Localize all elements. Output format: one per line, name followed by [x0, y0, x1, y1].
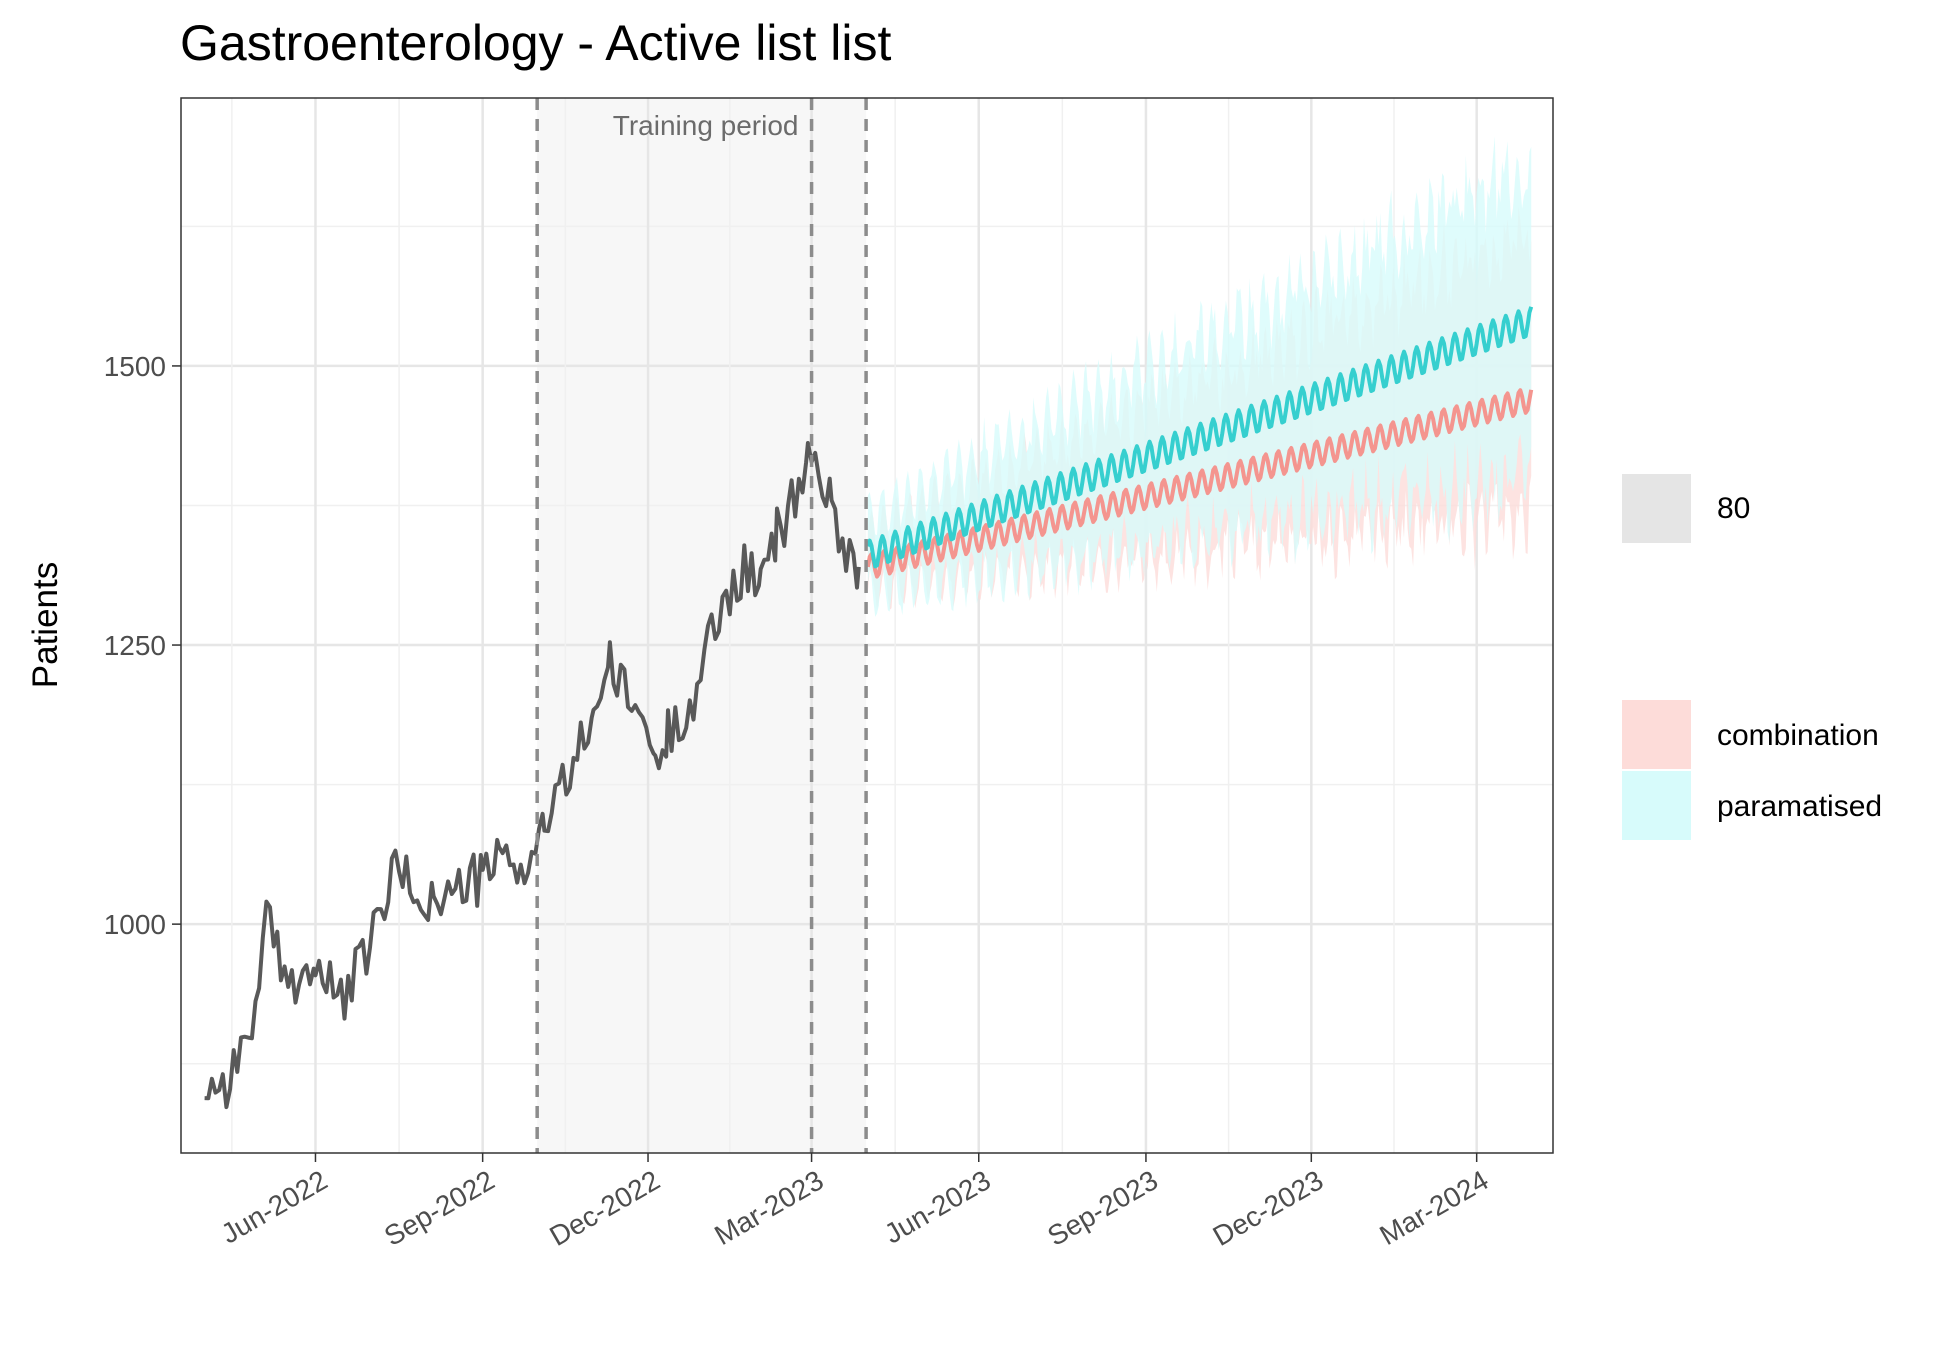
training-layer — [537, 98, 867, 1153]
grid-layer — [181, 98, 1553, 1153]
legend-key-interval — [1622, 474, 1691, 543]
plot-border — [180, 97, 1554, 1154]
legend-label-interval: 80 — [1717, 492, 1750, 525]
x-tick-label: Sep-2022 — [379, 1164, 500, 1252]
legend: 80 combination paramatised — [1622, 474, 1882, 840]
marker-layer — [535, 98, 868, 1153]
x-tick-label: Mar-2024 — [1374, 1164, 1493, 1251]
y-tick-label: 1250 — [104, 630, 166, 661]
x-tick-label: Sep-2023 — [1042, 1164, 1163, 1252]
forecast-line-paramatised — [865, 306, 1534, 569]
training-period-shade — [537, 98, 867, 1153]
x-tick-label: Dec-2023 — [1208, 1164, 1329, 1252]
annotation-layer: Training period — [613, 110, 799, 141]
y-axis-label: Patients — [26, 562, 65, 688]
chart-title: Gastroenterology - Active list list — [180, 15, 891, 71]
legend-label-model: combination — [1717, 719, 1879, 752]
y-tick-label: 1000 — [104, 909, 166, 940]
x-tick-label: Dec-2022 — [544, 1164, 665, 1252]
legend-key-model — [1622, 771, 1691, 840]
x-tick-label: Mar-2023 — [709, 1164, 828, 1251]
x-tick-label: Jun-2022 — [216, 1164, 333, 1249]
forecast-line-combination — [865, 388, 1534, 579]
y-tick-label: 1500 — [104, 351, 166, 382]
x-tick-label: Jun-2023 — [879, 1164, 996, 1249]
legend-key-model — [1622, 700, 1691, 769]
y-axis: 1000 1250 1500 — [104, 351, 181, 940]
training-period-label: Training period — [613, 110, 799, 141]
x-axis: Jun-2022 Sep-2022 Dec-2022 Mar-2023 Jun-2023… — [216, 1153, 1494, 1252]
legend-label-model: paramatised — [1717, 790, 1882, 823]
